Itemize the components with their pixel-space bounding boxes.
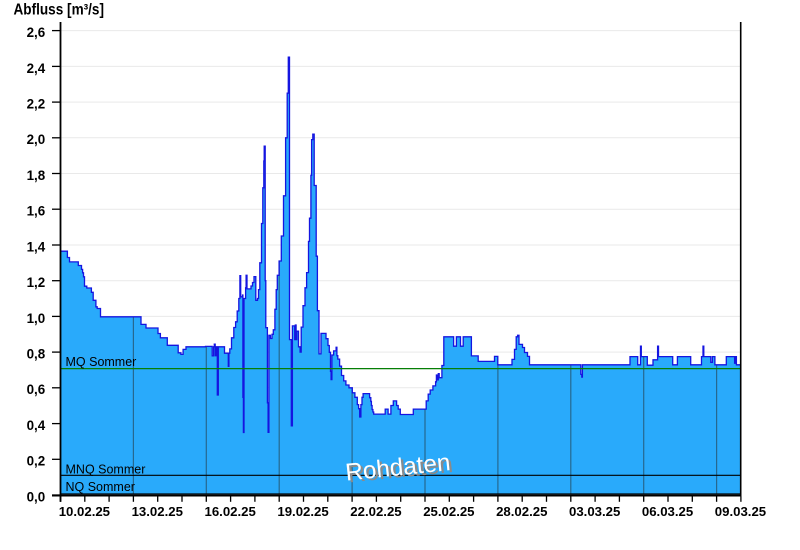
svg-text:MQ Sommer: MQ Sommer [66, 355, 137, 369]
svg-text:2,2: 2,2 [27, 97, 46, 112]
svg-text:1,8: 1,8 [27, 168, 46, 183]
svg-text:0,8: 0,8 [27, 347, 46, 362]
svg-text:03.03.25: 03.03.25 [569, 504, 620, 519]
svg-text:0,6: 0,6 [27, 382, 46, 397]
svg-text:25.02.25: 25.02.25 [423, 504, 474, 519]
svg-text:2,6: 2,6 [27, 25, 46, 40]
svg-text:MNQ Sommer: MNQ Sommer [66, 462, 146, 476]
svg-text:2,0: 2,0 [27, 132, 46, 147]
svg-text:28.02.25: 28.02.25 [496, 504, 547, 519]
svg-text:16.02.25: 16.02.25 [205, 504, 256, 519]
svg-text:22.02.25: 22.02.25 [350, 504, 401, 519]
svg-text:13.02.25: 13.02.25 [132, 504, 183, 519]
svg-text:1,6: 1,6 [27, 204, 46, 219]
svg-text:19.02.25: 19.02.25 [277, 504, 328, 519]
svg-text:0,2: 0,2 [27, 454, 46, 469]
svg-text:1,2: 1,2 [27, 275, 46, 290]
svg-text:1,4: 1,4 [27, 239, 46, 254]
svg-text:NQ Sommer: NQ Sommer [66, 480, 135, 494]
svg-text:Abfluss [m³/s]: Abfluss [m³/s] [14, 1, 105, 18]
svg-text:1,0: 1,0 [27, 311, 46, 326]
svg-text:09.03.25: 09.03.25 [715, 504, 766, 519]
svg-text:10.02.25: 10.02.25 [59, 504, 110, 519]
svg-text:0,4: 0,4 [27, 418, 46, 433]
svg-text:2,4: 2,4 [27, 61, 46, 76]
svg-text:0,0: 0,0 [27, 489, 46, 504]
svg-text:06.03.25: 06.03.25 [642, 504, 693, 519]
